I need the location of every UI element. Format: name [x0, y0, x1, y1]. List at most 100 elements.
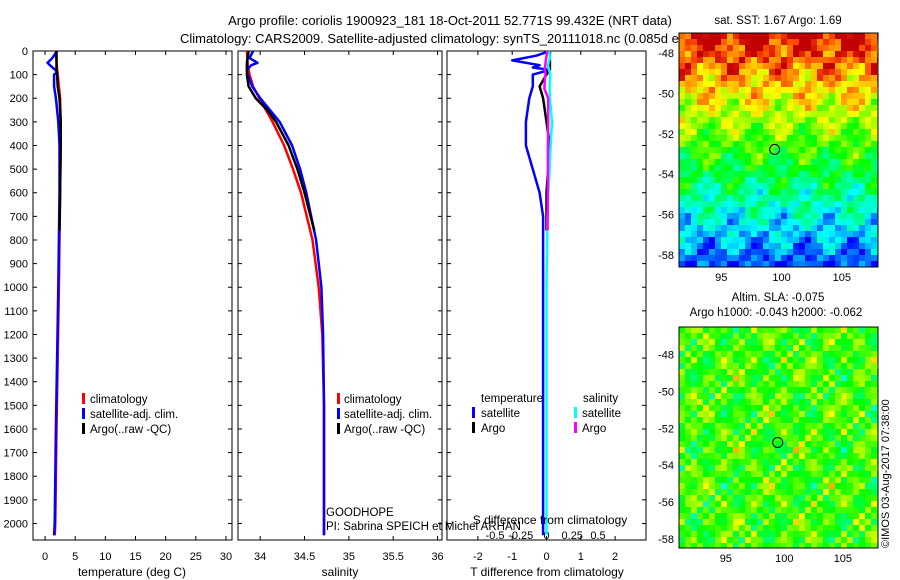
- map-cell: [793, 69, 800, 76]
- map-cell: [835, 441, 842, 448]
- s-diff-tick-label: 0: [543, 530, 549, 542]
- map-cell: [793, 225, 800, 232]
- map-cell: [835, 417, 842, 424]
- map-cell: [733, 225, 740, 232]
- map-cell: [685, 387, 692, 394]
- map-cell: [853, 207, 860, 214]
- map-cell: [859, 135, 866, 142]
- map-cell: [751, 87, 758, 94]
- legend-swatch-t-argo: [472, 422, 475, 433]
- map-cell: [721, 459, 728, 466]
- map-cell: [781, 135, 788, 142]
- map-cell: [841, 81, 848, 88]
- map-cell: [691, 327, 698, 334]
- map-cell: [835, 93, 842, 100]
- map-cell: [691, 519, 698, 526]
- map-cell: [847, 105, 854, 112]
- map-cell: [739, 429, 746, 436]
- map-cell: [763, 357, 770, 364]
- map-cell: [853, 117, 860, 124]
- map-cell: [685, 375, 692, 382]
- map-cell: [691, 465, 698, 472]
- map-cell: [865, 513, 872, 520]
- map-cell: [841, 477, 848, 484]
- map-cell: [679, 177, 686, 184]
- map-cell: [715, 207, 722, 214]
- map-cell: [847, 111, 854, 118]
- map-cell: [781, 111, 788, 118]
- map-cell: [709, 489, 716, 496]
- map-cell: [715, 531, 722, 538]
- map-cell: [697, 477, 704, 484]
- map-cell: [721, 237, 728, 244]
- map-cell: [691, 405, 698, 412]
- map-cell: [757, 477, 764, 484]
- map-cell: [841, 153, 848, 160]
- map-cell: [697, 369, 704, 376]
- x-tick-label: 0: [42, 551, 48, 563]
- map-cell: [709, 129, 716, 136]
- map-cell: [751, 513, 758, 520]
- map-cell: [763, 69, 770, 76]
- map-cell: [865, 531, 872, 538]
- y-tick-label: 1400: [4, 377, 28, 389]
- map-cell: [721, 501, 728, 508]
- map-cell: [817, 417, 824, 424]
- map-cell: [703, 417, 710, 424]
- map-cell: [787, 243, 794, 250]
- map-cell: [769, 381, 776, 388]
- map-cell: [691, 393, 698, 400]
- map-cell: [811, 345, 818, 352]
- difference-series-group: [510, 51, 554, 536]
- map-cell: [817, 465, 824, 472]
- map-cell: [727, 369, 734, 376]
- map-cell: [709, 177, 716, 184]
- map-cell: [817, 375, 824, 382]
- map-cell: [787, 105, 794, 112]
- map-cell: [757, 399, 764, 406]
- map-cell: [685, 333, 692, 340]
- map-cell: [697, 387, 704, 394]
- map-cell: [763, 111, 770, 118]
- map-cell: [853, 87, 860, 94]
- map-cell: [739, 195, 746, 202]
- map-cell: [859, 393, 866, 400]
- map-cell: [679, 75, 686, 82]
- map-cell: [787, 81, 794, 88]
- map-cell: [691, 147, 698, 154]
- map-cell: [811, 387, 818, 394]
- map-cell: [697, 45, 704, 52]
- map-cell: [733, 411, 740, 418]
- map-cell: [787, 477, 794, 484]
- s-diff-tick-label: 0.25: [562, 530, 583, 542]
- map-cell: [697, 87, 704, 94]
- map-cell: [721, 417, 728, 424]
- map-cell: [691, 375, 698, 382]
- map-cell: [691, 261, 698, 267]
- map-cell: [727, 93, 734, 100]
- map-cell: [709, 123, 716, 130]
- map-cell: [811, 81, 818, 88]
- map-cell: [853, 153, 860, 160]
- map-cell: [739, 357, 746, 364]
- map-cell: [757, 171, 764, 178]
- map-cell: [679, 243, 686, 250]
- map-cell: [799, 495, 806, 502]
- map-cell: [679, 39, 686, 46]
- map-cell: [751, 207, 758, 214]
- map-cell: [805, 507, 812, 514]
- map-cell: [679, 417, 686, 424]
- map-cell: [859, 159, 866, 166]
- map-cell: [775, 507, 782, 514]
- map-cell: [817, 471, 824, 478]
- map-cell: [685, 411, 692, 418]
- map-cell: [709, 537, 716, 544]
- map-cell: [775, 399, 782, 406]
- map-cell: [751, 411, 758, 418]
- map-cell: [709, 339, 716, 346]
- map-cell: [871, 495, 878, 502]
- map-cell: [859, 429, 866, 436]
- map-cell: [727, 465, 734, 472]
- map-cell: [739, 399, 746, 406]
- map-cell: [745, 45, 752, 52]
